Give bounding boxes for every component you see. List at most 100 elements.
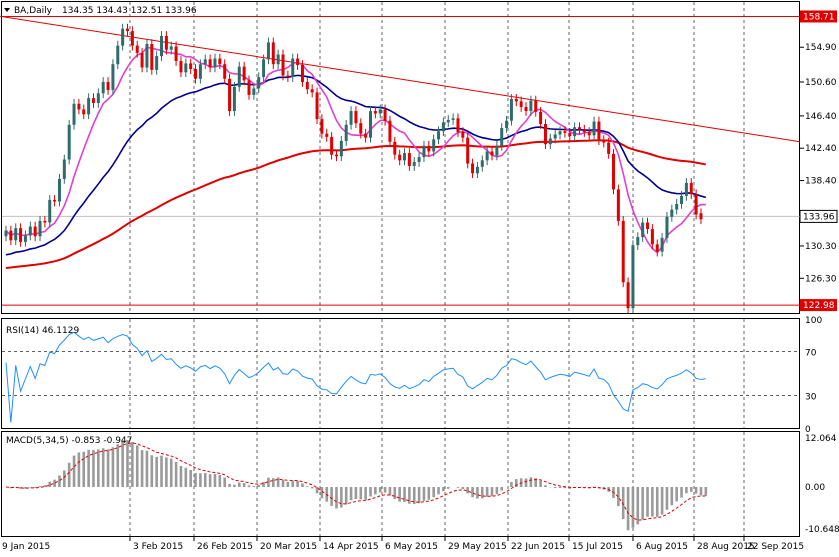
candle: [179, 56, 183, 78]
time-axis-label: 26 Feb 2015: [197, 542, 253, 552]
candle: [466, 132, 470, 169]
candle-body: [106, 81, 110, 91]
candle-body: [315, 92, 319, 120]
trendline[interactable]: [0, 2, 801, 143]
candle: [485, 146, 489, 166]
macd-axis-label: 0.00: [805, 483, 825, 493]
candle: [616, 184, 620, 226]
time-axis-label: 22 Jun 2015: [511, 542, 565, 552]
candle-body: [33, 226, 37, 237]
candle: [393, 136, 397, 160]
rsi-line: [5, 331, 706, 423]
candle-body: [665, 216, 669, 238]
candle: [422, 140, 426, 162]
chart-header: BA,Daily 134.35 134.43 132.51 133.96: [4, 6, 197, 16]
candle-body: [247, 80, 251, 95]
candle-body: [19, 228, 23, 242]
candle: [305, 77, 309, 95]
candle-body: [514, 98, 518, 102]
candle-body: [198, 64, 202, 79]
time-axis-label: 6 May 2015: [385, 542, 438, 552]
candle-body: [208, 59, 212, 68]
candle-body: [339, 140, 343, 157]
candle: [300, 60, 304, 87]
candle: [602, 135, 606, 148]
candle: [539, 107, 543, 129]
candle: [228, 73, 232, 116]
candle-body: [310, 89, 314, 93]
macd-label: MACD(5,34,5) -0.853 -0.947: [6, 436, 132, 446]
candle: [330, 132, 334, 160]
rsi-panel-frame: [1, 318, 800, 429]
rsi-axis-label: 100: [805, 316, 822, 326]
time-axis-label: 6 Aug 2015: [636, 542, 688, 552]
candle-body: [359, 123, 363, 134]
rsi-axis-label: 70: [805, 349, 817, 359]
candle-body: [111, 64, 115, 91]
candle: [621, 216, 625, 288]
candle: [471, 158, 475, 179]
candle-body: [130, 31, 134, 46]
candle: [106, 77, 110, 95]
candle: [291, 53, 295, 82]
time-axis[interactable]: 9 Jan 2015 3 Feb 2015 26 Feb 2015 20 Mar 20…: [2, 537, 804, 552]
macd-histogram: [9, 440, 708, 531]
candle: [242, 61, 246, 86]
candle: [592, 116, 596, 141]
candle: [407, 148, 411, 171]
candle: [334, 149, 338, 162]
dropdown-arrow-icon[interactable]: [4, 8, 10, 12]
candle-body: [626, 282, 630, 309]
candle: [694, 189, 698, 220]
candle-body: [325, 133, 329, 137]
candle-body: [169, 46, 173, 50]
candle-body: [77, 103, 81, 110]
candle: [320, 114, 324, 139]
candle-body: [529, 100, 533, 112]
candle-body: [330, 136, 334, 155]
candle-body: [563, 131, 567, 133]
candle-body: [213, 58, 217, 68]
candle-body: [568, 132, 572, 137]
candle: [72, 98, 76, 130]
candle: [626, 277, 630, 313]
candle: [339, 136, 343, 162]
candle: [446, 115, 450, 128]
candle-body: [451, 118, 455, 120]
candle-body: [91, 98, 95, 103]
candle-body: [145, 44, 149, 68]
candle: [587, 127, 591, 141]
candle-body: [62, 159, 66, 179]
candle: [189, 58, 193, 74]
candle-body: [558, 131, 562, 135]
candle: [164, 31, 168, 55]
price-axis-label: 142.40: [805, 144, 837, 154]
candle: [198, 59, 202, 84]
candle-body: [334, 154, 338, 157]
rsi-axis-label: 0: [805, 425, 811, 435]
candle: [130, 26, 134, 51]
candle-body: [126, 28, 129, 32]
candle: [262, 54, 266, 82]
candle: [145, 39, 149, 73]
candle: [194, 64, 198, 84]
candle: [412, 157, 416, 171]
candle: [310, 84, 314, 98]
candle-body: [82, 109, 86, 115]
candle: [121, 23, 125, 51]
candle-body: [237, 66, 241, 87]
candle-body: [174, 46, 178, 61]
price-axis[interactable]: 154.90150.60146.40142.40138.40134.30130.…: [799, 10, 839, 535]
candle: [641, 217, 645, 242]
candle: [495, 140, 499, 161]
candle: [57, 174, 61, 207]
candle: [266, 37, 270, 65]
candle-body: [670, 209, 674, 217]
candle: [82, 104, 86, 120]
candle-body: [296, 58, 300, 66]
candle-body: [116, 45, 120, 65]
time-axis-label: 29 May 2015: [448, 542, 507, 552]
candle-body: [480, 160, 484, 167]
